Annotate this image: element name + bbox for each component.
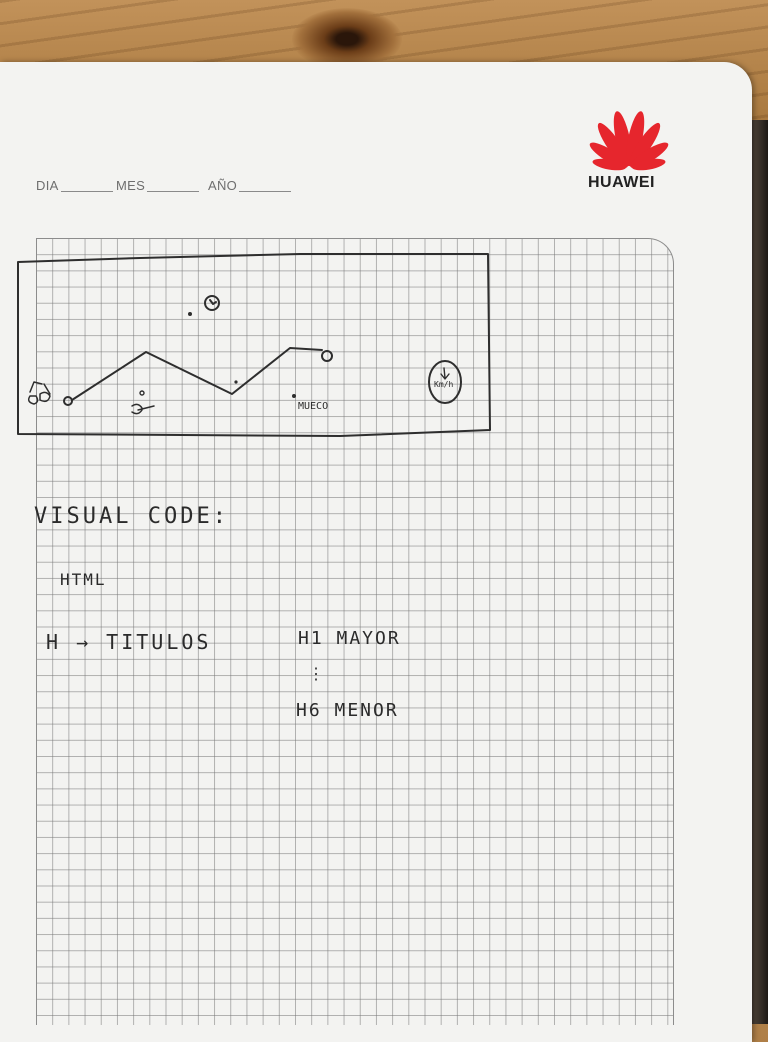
huawei-flower-icon [589,111,669,171]
route-end-point [321,350,333,362]
hill-mark-label: MUECO [298,401,329,412]
route-start-point [63,396,73,406]
scissors-icon [131,403,155,415]
brand-name: HUAWEI [588,174,655,191]
date-month-field: MES [116,178,200,193]
notes-line-titulos: H → TITULOS [46,630,212,654]
date-month-blank [147,191,200,192]
dot-marker [234,380,238,384]
wood-knot [292,8,402,70]
notes-line-h6: H6 MENOR [296,700,399,721]
clock-icon [204,295,220,311]
date-year-blank [239,191,292,192]
grid-area [36,238,674,1025]
point-marker [139,390,145,396]
badge-arrow [440,367,450,380]
date-day-field: DIA [36,178,113,193]
notes-heading: VISUAL CODE: [34,504,229,529]
dot-marker [292,394,296,398]
notes-dots: ⋮ [308,664,324,683]
date-month-label: MES [116,178,146,193]
speed-badge-label: Km/h [434,380,454,389]
notes-line-h1: H1 MAYOR [298,628,401,649]
dot-marker [188,312,192,316]
bike-icon [27,381,51,405]
date-day-label: DIA [36,178,59,193]
date-year-label: AÑO [208,178,238,193]
sketch-frame [17,253,491,437]
date-day-blank [60,191,113,192]
date-year-field: AÑO [208,178,292,193]
clock-hands [209,299,217,305]
speed-badge [428,360,462,404]
route-line [71,347,323,401]
notes-line-html: HTML [60,570,107,589]
